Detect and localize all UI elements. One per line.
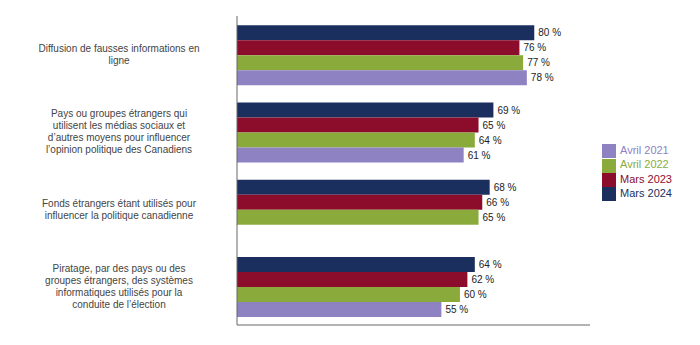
- svg-text:66 %: 66 %: [486, 197, 509, 208]
- html-text:Avril 2021: Avril 2021: [620, 144, 669, 157]
- svg-text:55 %: 55 %: [445, 304, 468, 315]
- html-text:Mars 2024: Mars 2024: [620, 186, 672, 199]
- svg-text:64 %: 64 %: [479, 135, 502, 146]
- svg-text:65 %: 65 %: [483, 120, 506, 131]
- svg-text:61 %: 61 %: [468, 150, 491, 161]
- svg-text:78 %: 78 %: [531, 72, 554, 83]
- svg-text:Diffusion de fausses informati: Diffusion de fausses informations enlign…: [38, 43, 199, 66]
- svg-text:64 %: 64 %: [479, 259, 502, 270]
- svg-text:65 %: 65 %: [483, 212, 506, 223]
- html-text:Mars 2023: Mars 2023: [620, 172, 672, 185]
- svg-text:77 %: 77 %: [527, 57, 550, 68]
- svg-text:68 %: 68 %: [494, 182, 517, 193]
- svg-text:62 %: 62 %: [471, 274, 494, 285]
- svg-text:60 %: 60 %: [464, 289, 487, 300]
- svg-text:76 %: 76 %: [523, 42, 546, 53]
- svg-text:69 %: 69 %: [497, 105, 520, 116]
- html-text:Avril 2022: Avril 2022: [620, 158, 669, 171]
- svg-text:Fonds étrangers étant utilisés: Fonds étrangers étant utilisés pourinflu…: [42, 198, 197, 221]
- svg-text:80 %: 80 %: [538, 27, 561, 38]
- svg-text:Pays ou groupes étrangers quiu: Pays ou groupes étrangers quiutilisent l…: [46, 108, 192, 155]
- svg-text:Piratage, par des pays ou desg: Piratage, par des pays ou desgroupes étr…: [45, 263, 193, 310]
